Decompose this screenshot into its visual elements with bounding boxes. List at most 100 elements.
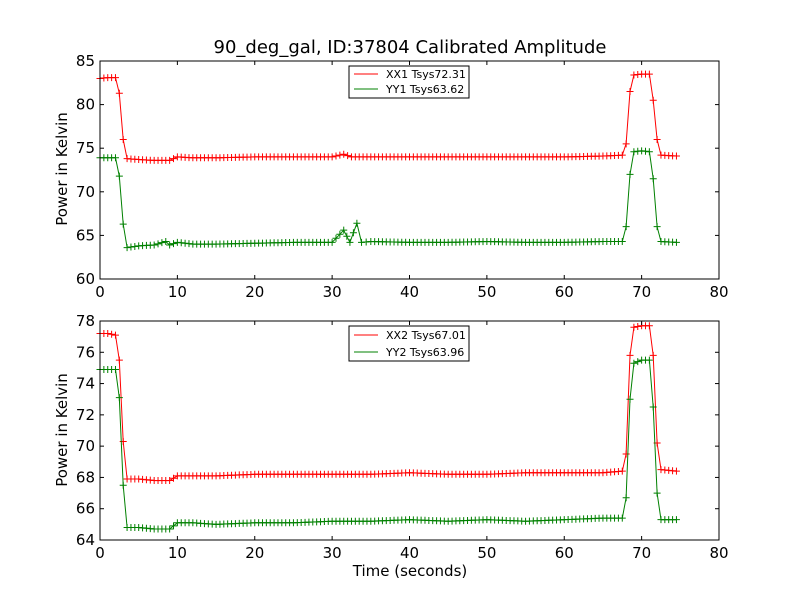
bottom-series-1-point [115, 394, 123, 402]
bottom-x-tick-label: 60 [555, 544, 574, 562]
bottom-y-tick-label: 68 [76, 468, 95, 486]
top-series-1-point [336, 230, 344, 238]
top-series-1-point [349, 229, 357, 237]
bottom-y-tick-label: 72 [76, 406, 95, 424]
x-axis-label: Time (seconds) [352, 562, 468, 580]
top-series-1-point [162, 238, 170, 246]
bottom-x-tick-label: 50 [477, 544, 496, 562]
top-series-0-point [332, 152, 340, 160]
top-series-1-point [111, 154, 119, 162]
top-series-1-point [618, 238, 626, 246]
bottom-series-1-point [653, 489, 661, 497]
bottom-series-1-point [119, 481, 127, 489]
bottom-x-tick-label: 40 [400, 544, 419, 562]
bottom-series-1-point [111, 365, 119, 373]
top-series-1-point [645, 148, 653, 156]
top-y-axis-label: Power in Kelvin [53, 112, 71, 226]
top-series-0-point [328, 153, 336, 161]
bottom-series-0-markers [96, 322, 680, 485]
top-series-1-point [672, 238, 680, 246]
top-series-0-point [645, 70, 653, 78]
bottom-series-1-point [645, 356, 653, 364]
bottom-x-tick-label: 80 [709, 544, 728, 562]
top-series-1-point [343, 232, 351, 240]
top-legend: XX1 Tsys72.31 YY1 Tsys63.62 [348, 65, 470, 99]
bottom-series-1-point [634, 358, 642, 366]
top-series-1-point [166, 241, 174, 249]
top-series-0-point [166, 156, 174, 164]
bottom-y-tick-label: 66 [76, 500, 95, 518]
top-x-tick-label: 80 [709, 283, 728, 301]
top-series-0-point [344, 152, 352, 160]
top-series-1-point [346, 238, 354, 246]
bottom-series-0-point [672, 467, 680, 475]
bottom-series-1-point [622, 494, 630, 502]
top-series-0-point [672, 152, 680, 160]
top-series-0-point [336, 151, 344, 159]
bottom-series-1-point [166, 525, 174, 533]
bottom-legend-box [348, 325, 470, 362]
top-series-0-point [653, 135, 661, 143]
top-x-tick-label: 30 [323, 283, 342, 301]
bottom-series-0-point [618, 467, 626, 475]
top-series-1-point [353, 219, 361, 227]
bottom-series-0-point [622, 450, 630, 458]
bottom-plot-area: 0 10 20 30 40 50 60 70 80 64 66 68 70 72 74 76 78 [76, 312, 729, 562]
top-x-tick-label: 60 [555, 283, 574, 301]
top-legend-box [348, 65, 470, 99]
bottom-series-0-point [115, 356, 123, 364]
bottom-y-tick-label: 70 [76, 437, 95, 455]
bottom-y-tick-label: 74 [76, 375, 95, 393]
bottom-series-0-point [630, 323, 638, 331]
bottom-y-axis-label: Power in Kelvin [53, 373, 71, 487]
top-y-tick-label: 65 [76, 226, 95, 244]
bottom-series-0-point [634, 322, 642, 330]
top-subplot: 90_deg_gal, ID:37804 Calibrated Amplitud… [53, 37, 729, 301]
bottom-series-1-point [170, 522, 178, 530]
bottom-series-1-point [618, 514, 626, 522]
bottom-series-0-point [104, 330, 112, 338]
bottom-y-tick-label: 78 [76, 312, 95, 330]
bottom-series-1-point [672, 516, 680, 524]
top-series-0-point [119, 135, 127, 143]
bottom-x-tick-label: 10 [168, 544, 187, 562]
top-x-tick-label: 0 [95, 283, 105, 301]
top-plot-area: 0 10 20 30 40 50 60 70 80 60 65 70 75 80 85 [76, 52, 729, 301]
top-series-1-point [328, 238, 336, 246]
bottom-series-0-point [170, 474, 178, 482]
top-series-0-point [170, 155, 178, 163]
top-series-1-point [123, 244, 131, 252]
top-series-1-point [154, 240, 162, 248]
bottom-series-0-point [626, 351, 634, 359]
top-series-0-markers [96, 70, 680, 164]
top-series-1-point [131, 242, 139, 250]
top-y-tick-label: 75 [76, 139, 95, 157]
top-series-1-point [127, 243, 135, 251]
bottom-series-1-markers [96, 356, 680, 533]
top-series-0-point [649, 96, 657, 104]
top-series-0-point [622, 140, 630, 148]
bottom-series-0-point [111, 331, 119, 339]
bottom-series-0-point [649, 351, 657, 359]
top-series-1-markers [96, 147, 680, 252]
bottom-x-tick-label: 30 [323, 544, 342, 562]
top-series-1-point [626, 170, 634, 178]
top-y-tick-label: 70 [76, 183, 95, 201]
chart-title: 90_deg_gal, ID:37804 Calibrated Amplitud… [214, 37, 607, 58]
top-y-tick-label: 85 [76, 52, 95, 70]
bottom-series-1-point [626, 395, 634, 403]
bottom-subplot: Power in Kelvin Time (seconds) 0 10 20 30 40… [53, 312, 729, 580]
bottom-legend: XX2 Tsys67.01 YY2 Tsys63.96 [348, 325, 470, 362]
top-series-0-point [340, 150, 348, 158]
bottom-y-tick-label: 76 [76, 343, 95, 361]
bottom-x-tick-label: 0 [95, 544, 105, 562]
top-series-1-point [150, 241, 158, 249]
bottom-x-tick-label: 70 [632, 544, 651, 562]
top-series-0-point [115, 89, 123, 97]
top-series-1-point [332, 234, 340, 242]
top-y-tick-label: 80 [76, 96, 95, 114]
top-series-1-point [340, 226, 348, 234]
top-series-1-point [622, 223, 630, 231]
